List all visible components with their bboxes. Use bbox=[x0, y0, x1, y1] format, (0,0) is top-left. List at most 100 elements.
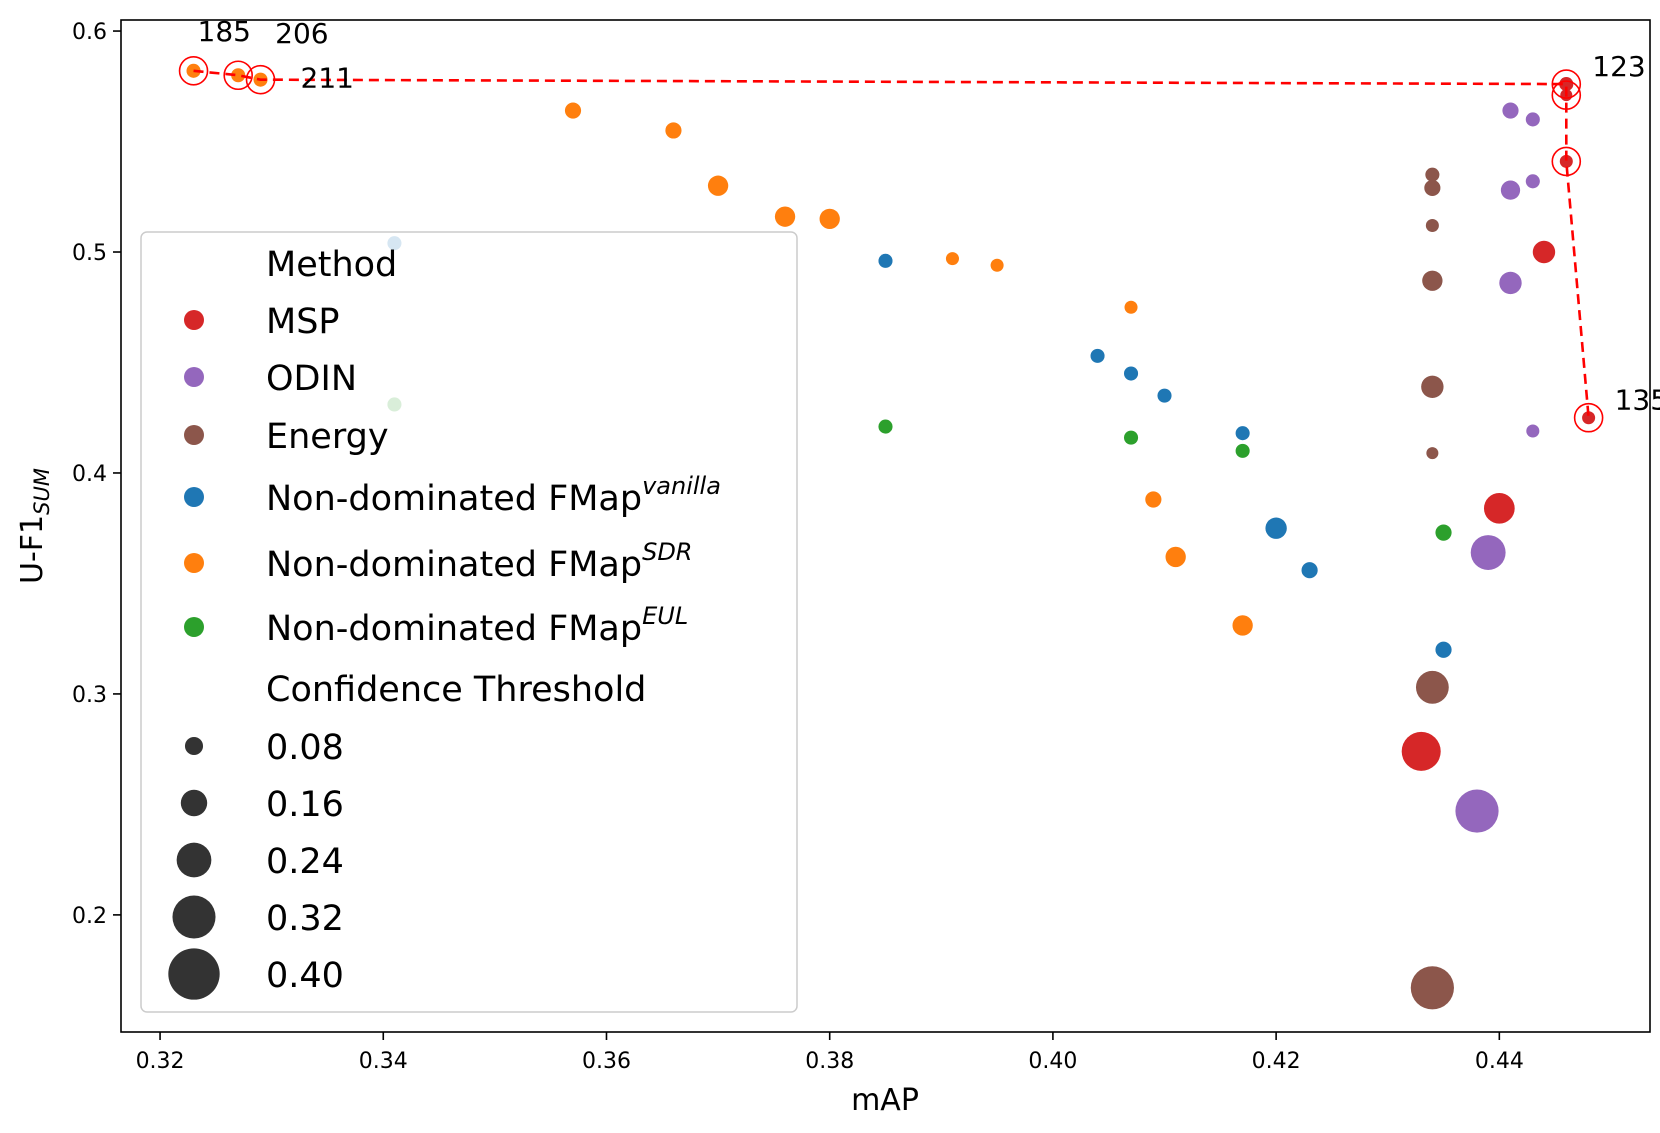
legend-label-main: Non-dominated FMap bbox=[266, 479, 642, 519]
data-point-eul bbox=[1123, 430, 1139, 445]
legend-size-marker bbox=[176, 842, 212, 878]
legend-label-main: Energy bbox=[266, 417, 389, 457]
data-point-sdr bbox=[564, 102, 582, 119]
pareto-marker bbox=[223, 60, 253, 91]
data-point-sdr bbox=[819, 208, 840, 230]
data-point-sdr bbox=[1145, 491, 1162, 508]
legend-size-marker bbox=[168, 948, 220, 1000]
x-tick-label: 0.36 bbox=[582, 1049, 631, 1074]
legend-label-energy: Energy bbox=[266, 417, 389, 457]
legend-size-label: 0.16 bbox=[266, 785, 344, 825]
data-point-energy bbox=[1421, 375, 1444, 398]
data-point-vanilla bbox=[878, 253, 893, 268]
pareto-marker bbox=[245, 64, 276, 95]
data-point-msp bbox=[1559, 77, 1574, 92]
data-point-energy bbox=[1415, 670, 1449, 704]
legend-marker-vanilla bbox=[184, 487, 204, 507]
legend-label-sdr: Non-dominated FMapSDR bbox=[266, 538, 692, 585]
x-axis-label: mAP bbox=[851, 1083, 919, 1118]
data-point-vanilla bbox=[1435, 641, 1452, 658]
axis-ticks: 0.32 0.34 0.36 0.38 0.40 0.42 0.44 0.2 0.3 0.4 0.5… bbox=[72, 20, 1524, 1074]
legend-marker-msp bbox=[184, 310, 204, 330]
x-tick-label: 0.38 bbox=[805, 1049, 854, 1074]
data-point-sdr bbox=[707, 175, 729, 196]
pareto-marker bbox=[1551, 69, 1582, 99]
annotation-label: 123 bbox=[1592, 50, 1645, 83]
legend-label-main: Non-dominated FMap bbox=[266, 545, 642, 585]
legend-label-msp: MSP bbox=[266, 302, 340, 342]
plot-frame bbox=[120, 19, 1651, 1033]
data-point-msp bbox=[1532, 240, 1556, 264]
data-point-odin bbox=[1526, 424, 1540, 438]
legend-size-marker bbox=[172, 895, 216, 939]
y-axis-label: U-F1SUM bbox=[15, 468, 54, 584]
data-point-msp bbox=[1483, 492, 1515, 524]
legend-label-vanilla: Non-dominated FMapvanilla bbox=[266, 472, 721, 519]
pareto-marker bbox=[1573, 402, 1604, 433]
data-point-msp bbox=[1559, 154, 1573, 168]
data-point-eul bbox=[1435, 524, 1452, 541]
data-point-energy bbox=[1426, 447, 1439, 460]
legend-size-label: 0.32 bbox=[266, 899, 344, 939]
legend-method-title: Method bbox=[266, 245, 397, 285]
annotation-label: 185 bbox=[198, 15, 251, 48]
annotation-label: 211 bbox=[301, 62, 354, 95]
legend-size-label: 0.08 bbox=[266, 728, 344, 768]
legend-size-title: Confidence Threshold bbox=[266, 670, 646, 710]
data-point-sdr bbox=[1165, 546, 1186, 568]
pareto-marker bbox=[1551, 80, 1582, 110]
data-point-sdr bbox=[990, 258, 1004, 272]
data-point-vanilla bbox=[1265, 517, 1287, 539]
legend-box bbox=[140, 231, 798, 1013]
legend-marker-energy bbox=[184, 425, 204, 445]
data-point-sdr bbox=[945, 252, 959, 266]
data-point-energy bbox=[1410, 966, 1454, 1010]
annotations: 185 206 211 123 135 bbox=[198, 15, 1660, 417]
annotation-label: 206 bbox=[275, 17, 328, 50]
y-axis-label-sub: SUM bbox=[30, 468, 54, 515]
y-tick-label: 0.3 bbox=[72, 683, 107, 708]
data-point-vanilla bbox=[1123, 366, 1139, 381]
data-point-odin bbox=[1470, 535, 1506, 570]
pareto-marker bbox=[1551, 146, 1582, 177]
y-tick-label: 0.5 bbox=[72, 241, 107, 266]
legend-label-superscript: SDR bbox=[642, 538, 692, 566]
y-tick-label: 0.4 bbox=[72, 462, 107, 487]
data-point-energy bbox=[1424, 179, 1441, 197]
data-point-energy bbox=[1425, 167, 1440, 182]
legend-label-main: MSP bbox=[266, 302, 340, 342]
data-point-energy bbox=[1425, 218, 1439, 233]
x-tick-label: 0.42 bbox=[1252, 1049, 1301, 1074]
legend-label-main: Non-dominated FMap bbox=[266, 609, 642, 649]
data-point-odin bbox=[1525, 174, 1540, 189]
data-point-sdr bbox=[665, 122, 682, 139]
data-point-odin bbox=[1499, 271, 1522, 295]
data-point-msp bbox=[1401, 731, 1441, 771]
data-point-vanilla bbox=[1090, 348, 1105, 363]
data-point-sdr bbox=[231, 68, 246, 83]
legend-size-entries: 0.08 0.16 0.24 0.32 0.40 bbox=[168, 728, 344, 1000]
legend-marker-eul bbox=[184, 617, 204, 637]
legend-marker-sdr bbox=[184, 553, 204, 573]
data-point-msp bbox=[1582, 411, 1596, 425]
y-tick-label: 0.2 bbox=[72, 904, 107, 929]
data-point-odin bbox=[1525, 112, 1540, 127]
data-point-vanilla bbox=[1235, 426, 1250, 441]
data-point-vanilla bbox=[1301, 562, 1318, 579]
y-axis-label-main: U-F1 bbox=[15, 515, 50, 584]
legend-size-marker bbox=[184, 736, 204, 756]
data-point-sdr bbox=[1124, 300, 1138, 314]
data-point-sdr bbox=[774, 206, 796, 227]
x-tick-label: 0.40 bbox=[1028, 1049, 1077, 1074]
data-point-odin bbox=[1500, 180, 1521, 200]
legend-label-superscript: EUL bbox=[642, 602, 688, 630]
legend-size-label: 0.40 bbox=[266, 956, 344, 996]
annotation-label: 135 bbox=[1615, 384, 1660, 417]
legend-label-superscript: vanilla bbox=[642, 472, 721, 500]
legend-label-main: ODIN bbox=[266, 359, 357, 399]
legend-label-odin: ODIN bbox=[266, 359, 357, 399]
legend-marker-odin bbox=[184, 367, 204, 387]
x-tick-label: 0.32 bbox=[136, 1049, 185, 1074]
